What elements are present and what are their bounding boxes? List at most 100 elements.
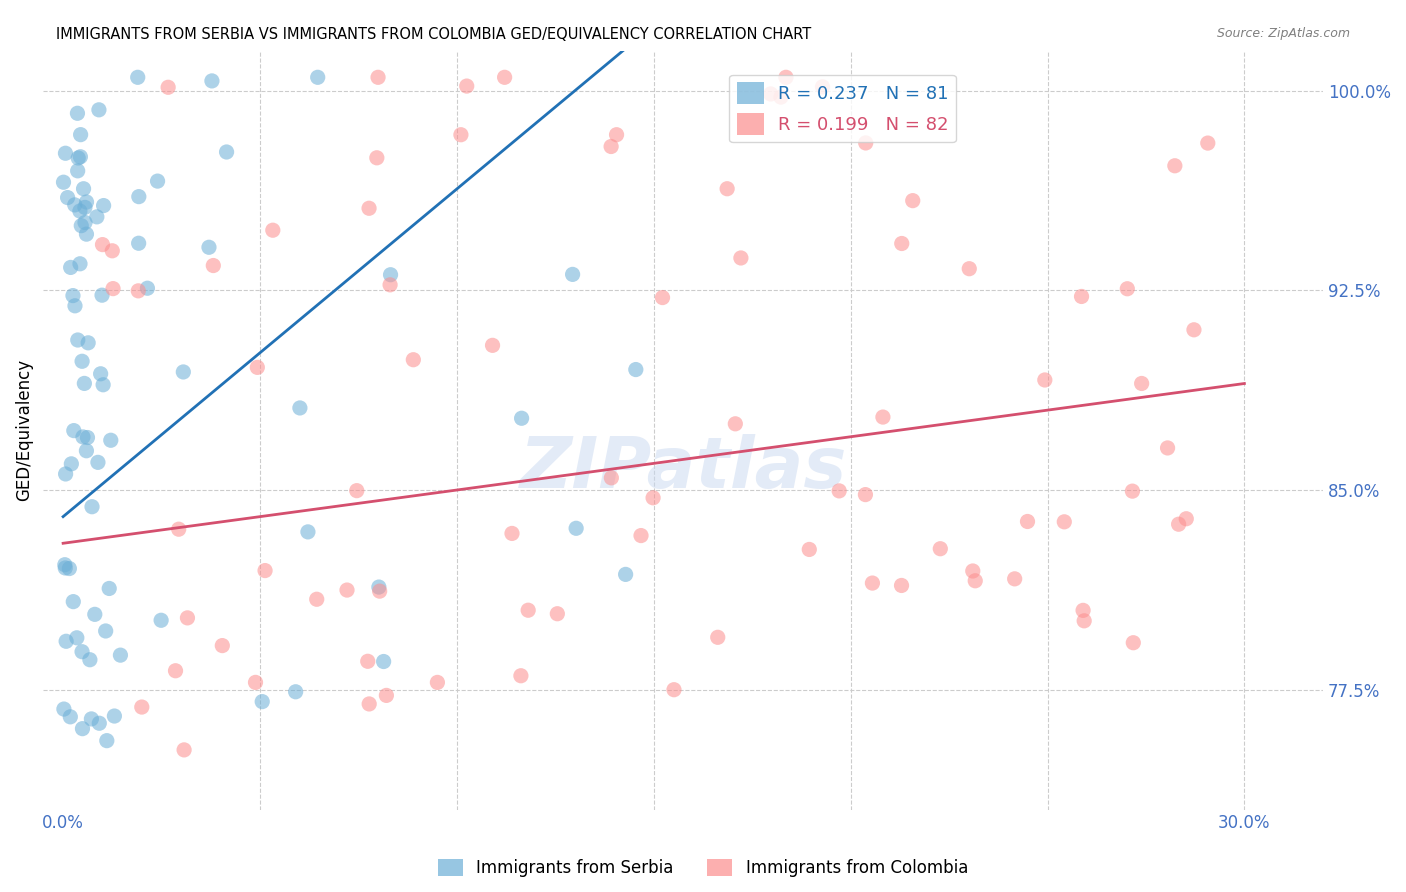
Immigrants from Colombia — [1164, 159, 1187, 173]
Immigrants from Colombia — [1156, 441, 1178, 455]
Immigrants from Colombia — [167, 522, 190, 536]
Immigrants from Colombia — [211, 639, 233, 653]
Legend: R = 0.237   N = 81, R = 0.199   N = 82: R = 0.237 N = 81, R = 0.199 N = 82 — [730, 75, 956, 143]
Immigrants from Serbia — [56, 191, 79, 205]
Immigrants from Serbia — [53, 561, 76, 575]
Immigrants from Serbia — [624, 362, 647, 376]
Immigrants from Serbia — [60, 457, 83, 471]
Immigrants from Colombia — [769, 90, 792, 104]
Y-axis label: GED/Equivalency: GED/Equivalency — [15, 359, 32, 501]
Immigrants from Colombia — [1182, 323, 1205, 337]
Immigrants from Colombia — [456, 78, 478, 93]
Immigrants from Colombia — [101, 244, 124, 258]
Immigrants from Serbia — [100, 434, 122, 448]
Immigrants from Colombia — [1053, 515, 1076, 529]
Immigrants from Serbia — [66, 631, 89, 645]
Immigrants from Serbia — [91, 288, 114, 302]
Immigrants from Colombia — [254, 564, 277, 578]
Immigrants from Colombia — [368, 584, 391, 599]
Immigrants from Colombia — [1017, 515, 1039, 529]
Immigrants from Serbia — [55, 146, 77, 161]
Immigrants from Serbia — [86, 210, 108, 224]
Immigrants from Serbia — [69, 204, 91, 219]
Immigrants from Colombia — [91, 237, 114, 252]
Immigrants from Serbia — [614, 567, 637, 582]
Immigrants from Colombia — [157, 80, 180, 95]
Immigrants from Serbia — [70, 645, 93, 659]
Immigrants from Colombia — [366, 151, 388, 165]
Immigrants from Colombia — [173, 743, 195, 757]
Immigrants from Serbia — [561, 268, 583, 282]
Legend: Immigrants from Serbia, Immigrants from Colombia: Immigrants from Serbia, Immigrants from … — [432, 852, 974, 884]
Immigrants from Serbia — [94, 624, 117, 638]
Immigrants from Serbia — [80, 712, 103, 726]
Immigrants from Colombia — [450, 128, 472, 142]
Immigrants from Colombia — [127, 284, 149, 298]
Immigrants from Colombia — [1122, 636, 1144, 650]
Immigrants from Serbia — [75, 227, 97, 242]
Immigrants from Serbia — [72, 182, 94, 196]
Immigrants from Serbia — [70, 219, 93, 233]
Immigrants from Serbia — [201, 74, 224, 88]
Immigrants from Colombia — [962, 564, 984, 578]
Immigrants from Serbia — [373, 655, 395, 669]
Immigrants from Serbia — [150, 613, 173, 627]
Immigrants from Colombia — [855, 136, 877, 150]
Immigrants from Colombia — [131, 700, 153, 714]
Immigrants from Serbia — [215, 145, 238, 159]
Immigrants from Colombia — [494, 70, 516, 85]
Immigrants from Serbia — [128, 236, 150, 251]
Immigrants from Colombia — [378, 277, 401, 292]
Immigrants from Colombia — [1130, 376, 1153, 391]
Immigrants from Colombia — [929, 541, 952, 556]
Immigrants from Serbia — [59, 260, 82, 275]
Immigrants from Colombia — [651, 291, 673, 305]
Immigrants from Serbia — [69, 150, 91, 164]
Immigrants from Serbia — [510, 411, 533, 425]
Immigrants from Colombia — [1116, 282, 1139, 296]
Immigrants from Colombia — [1167, 517, 1189, 532]
Immigrants from Serbia — [172, 365, 194, 379]
Immigrants from Colombia — [855, 487, 877, 501]
Immigrants from Colombia — [1070, 289, 1092, 303]
Immigrants from Serbia — [80, 500, 103, 514]
Immigrants from Colombia — [101, 282, 124, 296]
Immigrants from Serbia — [59, 710, 82, 724]
Immigrants from Colombia — [901, 194, 924, 208]
Immigrants from Colombia — [872, 410, 894, 425]
Immigrants from Serbia — [63, 198, 86, 212]
Immigrants from Serbia — [250, 695, 273, 709]
Immigrants from Colombia — [346, 483, 368, 498]
Immigrants from Colombia — [359, 697, 381, 711]
Immigrants from Serbia — [63, 299, 86, 313]
Immigrants from Serbia — [297, 524, 319, 539]
Immigrants from Colombia — [246, 360, 269, 375]
Immigrants from Colombia — [546, 607, 568, 621]
Immigrants from Colombia — [1175, 512, 1198, 526]
Immigrants from Colombia — [811, 79, 834, 94]
Immigrants from Serbia — [87, 455, 110, 469]
Immigrants from Colombia — [641, 491, 664, 505]
Immigrants from Serbia — [288, 401, 311, 415]
Immigrants from Serbia — [77, 335, 100, 350]
Immigrants from Colombia — [426, 675, 449, 690]
Immigrants from Colombia — [630, 528, 652, 542]
Immigrants from Colombia — [357, 201, 380, 215]
Immigrants from Serbia — [76, 194, 98, 209]
Immigrants from Serbia — [52, 175, 75, 189]
Immigrants from Colombia — [367, 70, 389, 85]
Immigrants from Serbia — [110, 648, 132, 662]
Immigrants from Colombia — [965, 574, 987, 588]
Immigrants from Serbia — [70, 354, 93, 368]
Immigrants from Serbia — [58, 561, 80, 575]
Immigrants from Serbia — [55, 467, 77, 481]
Immigrants from Colombia — [890, 578, 912, 592]
Immigrants from Colombia — [706, 630, 728, 644]
Immigrants from Colombia — [1073, 614, 1095, 628]
Immigrants from Serbia — [69, 128, 91, 142]
Immigrants from Serbia — [128, 189, 150, 203]
Immigrants from Serbia — [198, 240, 221, 254]
Immigrants from Serbia — [69, 257, 91, 271]
Immigrants from Serbia — [367, 580, 389, 594]
Immigrants from Colombia — [759, 87, 782, 101]
